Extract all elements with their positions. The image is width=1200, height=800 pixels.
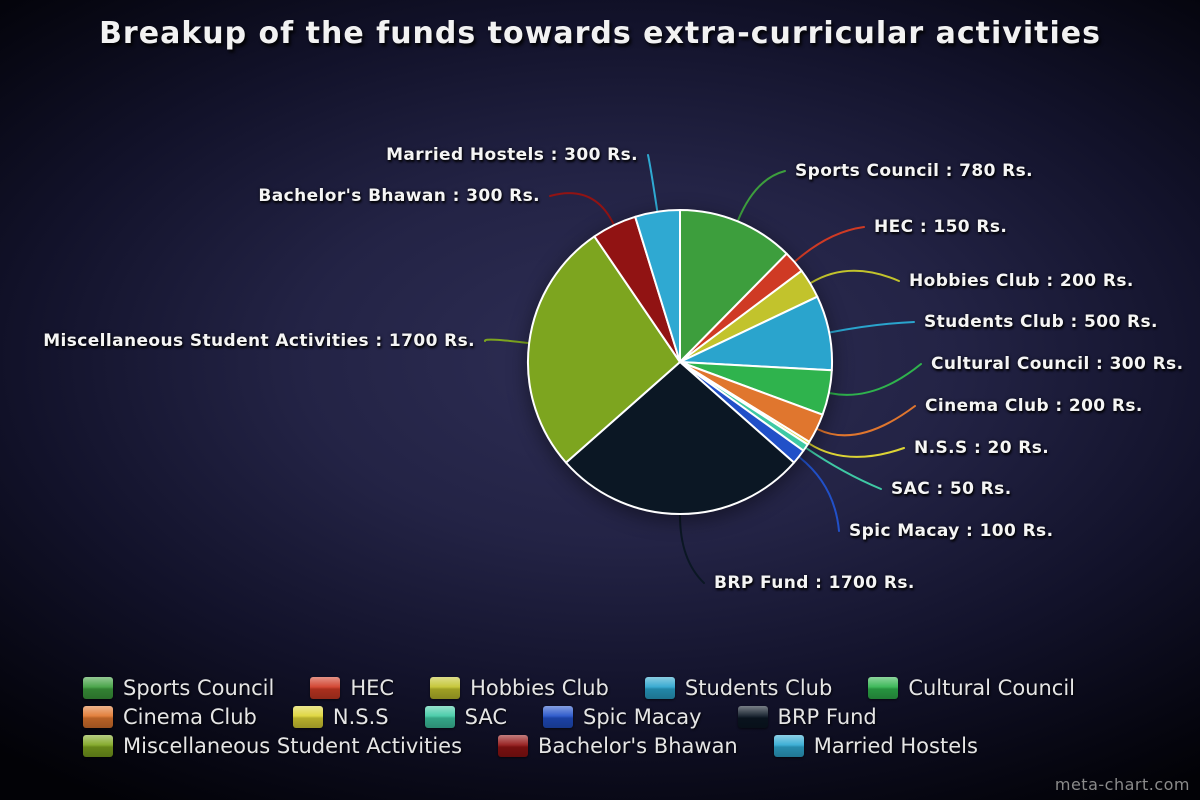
callout-line-sports-council xyxy=(737,170,786,222)
callout-line-hec xyxy=(794,226,865,263)
pie-slice-brp-fund xyxy=(565,361,795,516)
legend-item-cinema-club: Cinema Club xyxy=(83,705,257,729)
callout-cultural-council: Cultural Council : 300 Rs. xyxy=(931,354,1184,374)
pie-slice-sports-council xyxy=(679,209,788,363)
legend-label: Spic Macay xyxy=(583,705,702,729)
legend-item-hobbies-club: Hobbies Club xyxy=(430,676,609,700)
legend-label: Cinema Club xyxy=(123,705,257,729)
legend-item-bachelor-s-bhawan: Bachelor's Bhawan xyxy=(498,734,738,758)
watermark: meta-chart.com xyxy=(1054,775,1190,794)
legend-label: Married Hostels xyxy=(813,734,978,758)
callout-line-brp-fund xyxy=(679,514,705,584)
callout-sac: SAC : 50 Rs. xyxy=(891,479,1012,499)
legend-swatch-hobbies-club xyxy=(430,677,461,699)
pie-slice-married-hostels xyxy=(634,209,681,363)
legend-item-spic-macay: Spic Macay xyxy=(543,705,702,729)
legend-item-cultural-council: Cultural Council xyxy=(868,676,1075,700)
legend-item-students-club: Students Club xyxy=(644,676,833,700)
callout-brp-fund: BRP Fund : 1700 Rs. xyxy=(714,573,915,593)
legend-label: Cultural Council xyxy=(908,676,1076,700)
legend-label: Miscellaneous Student Activities xyxy=(123,734,463,758)
callout-lines xyxy=(483,154,922,584)
legend-item-hec: HEC xyxy=(310,676,394,700)
legend-label: Students Club xyxy=(684,676,833,700)
legend: Sports Council HEC Hobbies Club Students Cl… xyxy=(83,676,1153,763)
legend-swatch-spic-macay xyxy=(543,706,573,728)
legend-swatch-n-s-s xyxy=(292,706,323,728)
legend-swatch-married-hostels xyxy=(773,735,804,757)
callout-line-cultural-council xyxy=(828,363,922,396)
callout-line-cinema-club xyxy=(816,405,916,437)
callout-students-club: Students Club : 500 Rs. xyxy=(924,312,1158,332)
legend-row: Cinema Club N.S.S SAC Spic Macay BRP Fund xyxy=(83,705,1153,729)
legend-label: BRP Fund xyxy=(777,705,877,729)
callout-hec: HEC : 150 Rs. xyxy=(874,217,1008,237)
callout-line-married-hostels xyxy=(647,154,659,212)
legend-swatch-sac xyxy=(424,706,455,728)
callout-line-bachelor-s-bhawan xyxy=(549,192,615,226)
legend-swatch-hec xyxy=(310,677,341,699)
legend-swatch-cinema-club xyxy=(83,706,113,728)
callout-line-hobbies-club xyxy=(809,269,900,284)
callout-cinema-club: Cinema Club : 200 Rs. xyxy=(925,396,1143,416)
callout-hobbies-club: Hobbies Club : 200 Rs. xyxy=(909,271,1134,291)
callout-line-miscellaneous-student-activities xyxy=(483,338,530,344)
callout-spic-macay: Spic Macay : 100 Rs. xyxy=(849,521,1054,541)
callout-n-s-s: N.S.S : 20 Rs. xyxy=(914,438,1050,458)
legend-row: Miscellaneous Student Activities Bachelor… xyxy=(83,734,1153,758)
legend-label: Bachelor's Bhawan xyxy=(538,734,738,758)
legend-swatch-miscellaneous-student-activities xyxy=(83,735,113,757)
legend-swatch-bachelor-s-bhawan xyxy=(498,735,529,757)
callout-line-sac xyxy=(805,447,882,490)
legend-item-miscellaneous-student-activities: Miscellaneous Student Activities xyxy=(83,734,462,758)
legend-row: Sports Council HEC Hobbies Club Students Cl… xyxy=(83,676,1153,700)
legend-swatch-students-club xyxy=(644,677,675,699)
callout-line-n-s-s xyxy=(808,442,905,458)
legend-item-married-hostels: Married Hostels xyxy=(773,734,978,758)
legend-label: SAC xyxy=(464,705,507,729)
legend-swatch-brp-fund xyxy=(737,706,768,728)
callout-bachelor-s-bhawan: Bachelor's Bhawan : 300 Rs. xyxy=(258,186,540,206)
callout-sports-council: Sports Council : 780 Rs. xyxy=(795,161,1034,181)
legend-item-brp-fund: BRP Fund xyxy=(737,705,877,729)
pie-slice-miscellaneous-student-activities xyxy=(526,235,681,464)
legend-item-n-s-s: N.S.S xyxy=(292,705,389,729)
pie-slices xyxy=(526,209,834,516)
legend-swatch-sports-council xyxy=(83,677,113,699)
callout-married-hostels: Married Hostels : 300 Rs. xyxy=(386,145,638,165)
chart-title: Breakup of the funds towards extra-curri… xyxy=(99,16,1101,51)
legend-swatch-cultural-council xyxy=(868,677,899,699)
legend-item-sac: SAC xyxy=(424,705,507,729)
legend-label: Sports Council xyxy=(123,676,275,700)
callout-miscellaneous-student-activities: Miscellaneous Student Activities : 1700 … xyxy=(43,331,475,351)
legend-item-sports-council: Sports Council xyxy=(83,676,274,700)
legend-label: Hobbies Club xyxy=(470,676,609,700)
legend-label: HEC xyxy=(350,676,395,700)
callout-line-students-club xyxy=(829,321,915,334)
legend-label: N.S.S xyxy=(332,705,389,729)
callout-line-spic-macay xyxy=(798,456,840,532)
